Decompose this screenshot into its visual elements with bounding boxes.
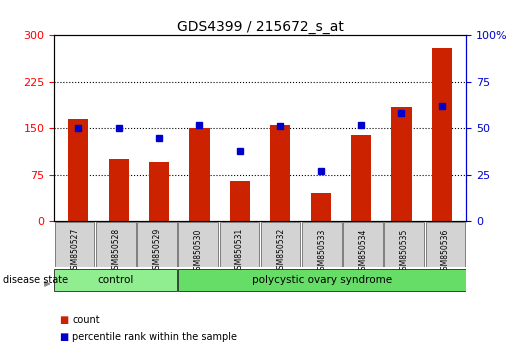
Text: GSM850530: GSM850530 (194, 228, 203, 275)
Text: GSM850534: GSM850534 (358, 228, 368, 275)
Bar (270, 125, 290, 221)
Bar (302, 222, 341, 267)
Text: disease state: disease state (3, 275, 67, 285)
Bar (55, 222, 94, 267)
Bar (344, 222, 383, 267)
Bar (261, 222, 300, 267)
Text: GSM850536: GSM850536 (441, 228, 450, 275)
Bar (351, 135, 371, 221)
Text: percentile rank within the sample: percentile rank within the sample (72, 332, 237, 342)
Bar (138, 222, 177, 267)
Text: control: control (98, 275, 134, 285)
Bar (230, 181, 250, 221)
Bar (220, 222, 259, 267)
Bar (179, 222, 218, 267)
Bar (432, 48, 452, 221)
Bar (190, 128, 210, 221)
Text: GSM850533: GSM850533 (317, 228, 327, 275)
Bar (391, 107, 411, 221)
Bar (96, 222, 135, 267)
Bar (54, 268, 178, 291)
Bar (385, 222, 424, 267)
Text: GSM850528: GSM850528 (111, 228, 121, 274)
Text: ■: ■ (59, 332, 68, 342)
Bar (149, 162, 169, 221)
Text: GSM850529: GSM850529 (152, 228, 162, 274)
Text: count: count (72, 315, 100, 325)
Text: GSM850535: GSM850535 (400, 228, 409, 275)
Text: GSM850527: GSM850527 (70, 228, 79, 274)
Bar (109, 159, 129, 221)
Bar (426, 222, 465, 267)
Bar (68, 119, 89, 221)
Text: GSM850532: GSM850532 (276, 228, 285, 274)
Text: ■: ■ (59, 315, 68, 325)
Text: polycystic ovary syndrome: polycystic ovary syndrome (252, 275, 392, 285)
Text: GSM850531: GSM850531 (235, 228, 244, 274)
Bar (178, 268, 466, 291)
Title: GDS4399 / 215672_s_at: GDS4399 / 215672_s_at (177, 21, 344, 34)
Bar (311, 193, 331, 221)
